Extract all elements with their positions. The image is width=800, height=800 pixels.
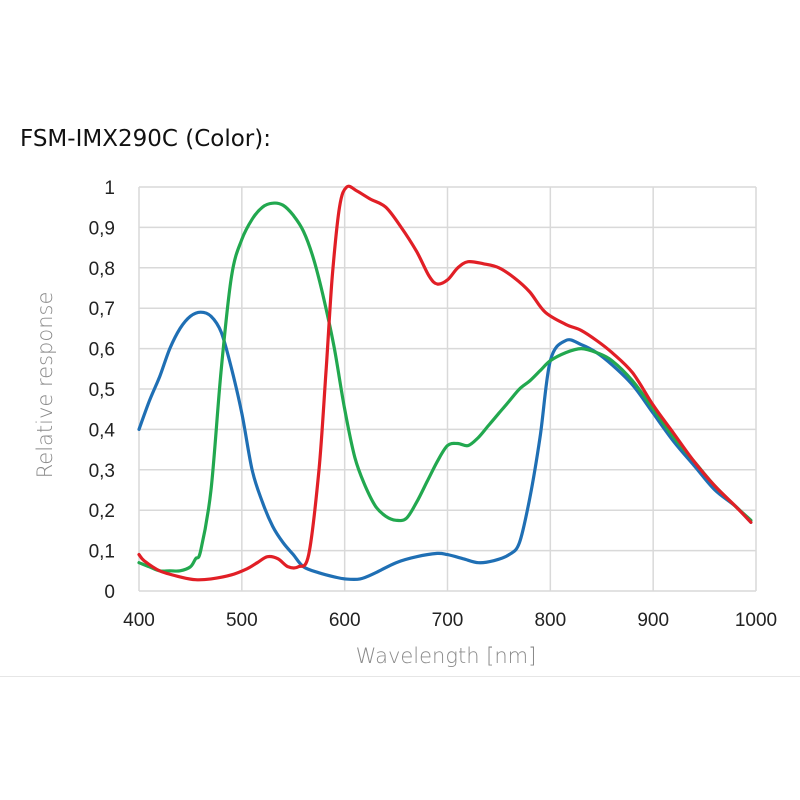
x-tick-label: 400 xyxy=(123,610,155,631)
x-tick-label: 1000 xyxy=(735,610,777,631)
x-axis-label: Wavelength [nm] xyxy=(356,644,537,668)
y-tick-label: 0,2 xyxy=(89,501,115,522)
chart-title: FSM-IMX290C (Color): xyxy=(20,126,271,152)
y-axis-label: Relative response xyxy=(33,292,57,479)
divider-line xyxy=(0,676,800,677)
series-line-1 xyxy=(137,201,753,573)
y-tick-label: 0,7 xyxy=(89,299,115,320)
x-tick-label: 900 xyxy=(637,610,669,631)
y-tick-label: 0,4 xyxy=(89,420,116,441)
y-tick-label: 0,5 xyxy=(89,380,115,401)
y-tick-label: 0,1 xyxy=(89,542,115,563)
grid-lines xyxy=(138,186,757,592)
x-tick-label: 700 xyxy=(432,610,464,631)
y-tick-label: 0,6 xyxy=(89,340,115,361)
x-tick-label: 800 xyxy=(534,610,566,631)
tick-labels: 400 500 600 700 800 900 1000 0 0,1 0,2 0,3 0,4 0,5 0,… xyxy=(89,178,778,631)
y-tick-label: 0 xyxy=(104,582,115,603)
series-line-2 xyxy=(137,184,753,582)
series-lines xyxy=(137,184,753,582)
x-tick-label: 600 xyxy=(329,610,361,631)
series-line-0 xyxy=(137,310,753,582)
y-tick-label: 0,3 xyxy=(89,461,115,482)
y-tick-label: 0,8 xyxy=(89,259,115,280)
y-tick-label: 0,9 xyxy=(89,218,115,239)
x-tick-label: 500 xyxy=(226,610,258,631)
y-tick-label: 1 xyxy=(104,178,115,199)
